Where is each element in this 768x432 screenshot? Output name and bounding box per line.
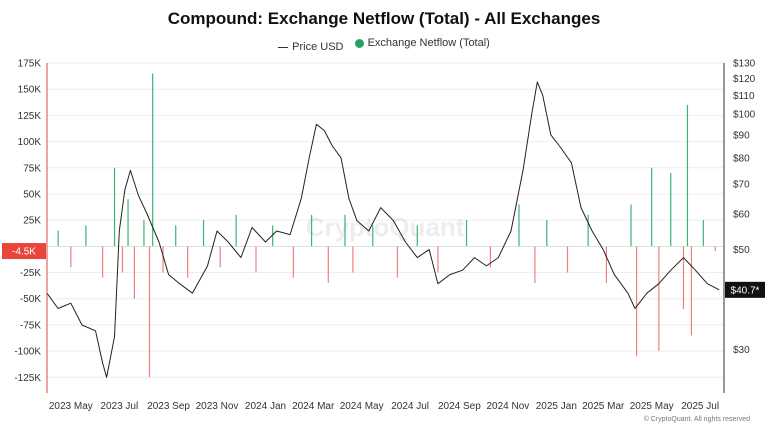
netflow-bar: [396, 246, 399, 278]
legend-label-price: Price USD: [292, 41, 344, 53]
y-right-tick-label: $70: [733, 179, 750, 190]
netflow-bar: [143, 220, 145, 247]
netflow-bar: [630, 204, 632, 247]
netflow-bar: [327, 246, 329, 283]
y-right-tick-label: $50: [733, 245, 750, 256]
netflow-bar: [546, 220, 548, 247]
netflow-bar: [416, 225, 418, 247]
netflow-bar: [682, 246, 685, 310]
netflow-bar: [518, 204, 520, 247]
netflow-bar: [202, 220, 205, 247]
netflow-bar: [311, 214, 313, 247]
x-tick-label: 2025 Mar: [582, 401, 625, 412]
netflow-bar: [566, 246, 569, 273]
chart-title: Compound: Exchange Netflow (Total) - All…: [167, 9, 601, 28]
y-right-tick-label: $120: [733, 74, 756, 85]
netflow-bar: [352, 246, 354, 273]
y-left-tick-label: 50K: [23, 189, 41, 200]
netflow-bar: [635, 246, 638, 357]
y-left-tick-label: 100K: [18, 137, 42, 148]
x-tick-label: 2024 Jul: [391, 401, 429, 412]
x-tick-label: 2023 Nov: [196, 401, 239, 412]
netflow-bar: [292, 246, 294, 278]
x-tick-label: 2025 Jul: [681, 401, 719, 412]
netflow-bar: [658, 246, 660, 352]
x-tick-label: 2024 Jan: [245, 401, 286, 412]
x-tick-label: 2023 Jul: [100, 401, 138, 412]
netflow-bar: [148, 246, 151, 378]
x-tick-label: 2025 Jan: [536, 401, 577, 412]
netflow-bar: [714, 246, 716, 252]
x-tick-label: 2024 Nov: [486, 401, 529, 412]
watermark-text: CryptoQuant: [306, 212, 465, 242]
netflow-bar: [534, 246, 536, 283]
chart-legend: Price USD Exchange Netflow (Total): [0, 37, 768, 53]
copyright-notice: © CryptoQuant. All rights reserved: [643, 416, 750, 423]
legend-label-netflow: Exchange Netflow (Total): [367, 37, 490, 49]
y-right-tick-label: $90: [733, 130, 750, 141]
netflow-bar: [57, 230, 59, 247]
netflow-bar: [127, 199, 129, 247]
y-left-tick-label: 150K: [18, 85, 42, 96]
netflow-bar: [70, 246, 72, 268]
netflow-bar: [690, 246, 693, 336]
x-tick-label: 2024 Mar: [292, 401, 335, 412]
netflow-bar: [187, 246, 189, 278]
y-right-tick-label: $60: [733, 210, 750, 221]
current-price-marker: [725, 281, 765, 298]
y-left-tick-label: -100K: [14, 347, 41, 358]
x-tick-label: 2023 Sep: [147, 401, 190, 412]
netflow-bar: [702, 220, 704, 247]
price-line: [46, 81, 720, 378]
netflow-bar: [113, 167, 116, 247]
x-tick-label: 2024 May: [340, 401, 384, 412]
legend-swatch-price: [278, 46, 289, 48]
netflow-bar: [85, 225, 87, 247]
y-left-tick-label: -25K: [20, 268, 41, 279]
y-left-tick-label: 75K: [23, 163, 41, 174]
current-netflow-label: -4.5K: [12, 247, 36, 258]
legend-swatch-netflow: [354, 38, 364, 48]
netflow-bar: [670, 173, 672, 247]
netflow-bar: [372, 225, 374, 247]
x-tick-label: 2024 Sep: [438, 401, 481, 412]
y-left-tick-label: 25K: [23, 216, 41, 227]
y-right-tick-label: $30: [733, 345, 750, 356]
x-tick-label: 2023 May: [49, 401, 93, 412]
netflow-bar: [235, 214, 237, 247]
y-right-tick-label: $130: [733, 59, 756, 70]
y-right-tick-label: $100: [733, 110, 756, 121]
y-right-tick-label: $80: [733, 153, 750, 164]
netflow-bar: [651, 167, 653, 247]
netflow-bar: [344, 214, 346, 247]
netflow-bar: [162, 246, 164, 273]
y-left-tick-label: 125K: [18, 111, 42, 122]
netflow-bar: [175, 225, 177, 247]
netflow-bar: [255, 246, 257, 273]
current-price-label: $40.7*: [731, 285, 760, 296]
legend-item-netflow[interactable]: Exchange Netflow (Total): [354, 37, 490, 49]
y-left-tick-label: -125K: [14, 373, 41, 384]
netflow-bar: [219, 246, 221, 268]
netflow-bar: [152, 73, 154, 247]
netflow-bar: [272, 225, 274, 247]
x-tick-label: 2025 May: [630, 401, 674, 412]
current-netflow-marker: [2, 243, 46, 260]
y-left-tick-label: -75K: [20, 320, 41, 331]
y-right-tick-label: $110: [733, 91, 755, 102]
netflow-bar: [133, 246, 136, 299]
y-left-tick-label: -50K: [20, 294, 41, 305]
legend-item-price[interactable]: Price USD: [278, 41, 344, 53]
y-left-tick-label: 175K: [18, 59, 42, 70]
netflow-bar: [437, 246, 439, 273]
netflow-bar: [587, 214, 589, 247]
netflow-bar: [102, 246, 104, 278]
netflow-bar: [465, 220, 468, 247]
netflow-bar: [489, 246, 491, 268]
netflow-bar: [121, 246, 124, 273]
netflow-bar: [686, 104, 689, 247]
netflow-bar: [605, 246, 607, 283]
